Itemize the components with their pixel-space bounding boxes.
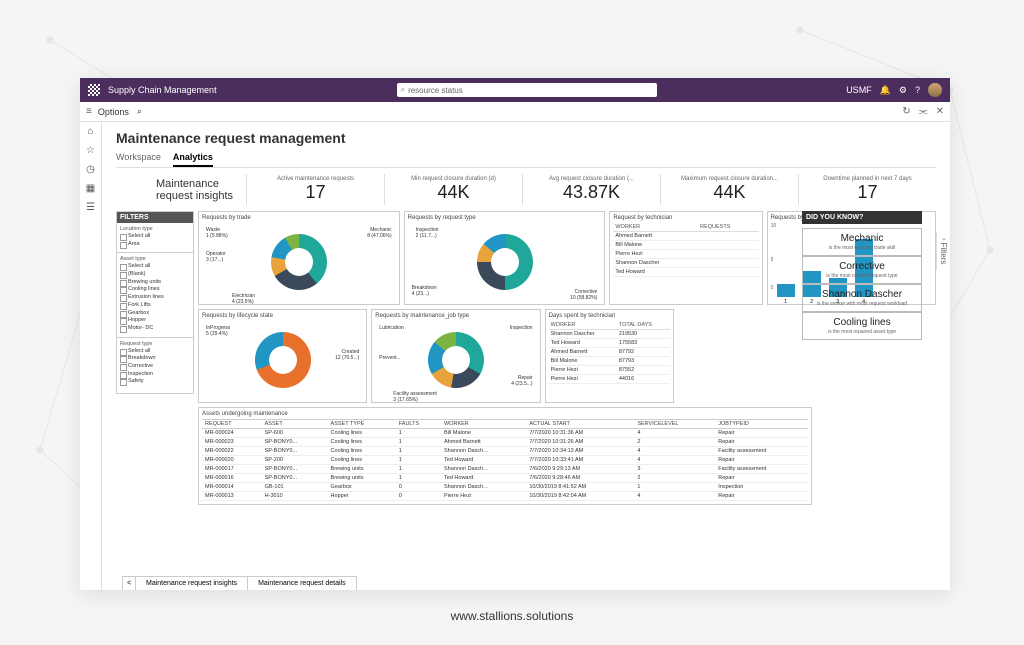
filter-checkbox[interactable]: Hopper <box>120 317 190 325</box>
table-row[interactable]: Shannon Dascher219530 <box>549 330 670 339</box>
panel-days-by-technician: Days spent by technician WORKERTOTAL DAY… <box>545 309 674 403</box>
filter-checkbox[interactable]: Breakdown <box>120 355 190 363</box>
table-row[interactable]: MR-000020SP-200Cooling lines1Ted Howard7… <box>202 456 808 465</box>
filter-checkbox[interactable]: Corrective <box>120 363 190 371</box>
table-row[interactable]: MR-000016SP-BONY0...Brewing units1Ted Ho… <box>202 474 808 483</box>
table-row[interactable]: Pierre Hezi44016 <box>549 375 670 384</box>
attach-icon[interactable]: ⫘ <box>919 106 928 117</box>
recent-icon[interactable]: ◷ <box>86 164 95 175</box>
table-row[interactable]: MR-000024SP-600Cooling lines1Bill Malone… <box>202 429 808 438</box>
module-icon[interactable]: ▦ <box>86 183 95 194</box>
table-row[interactable]: Ahmed Barnett87792 <box>549 348 670 357</box>
table-row[interactable]: MR-000013H-3010Hopper0Pierre Hezi10/30/2… <box>202 492 808 501</box>
topbar: Supply Chain Management ⌕ resource statu… <box>80 78 950 102</box>
filters-flyout-tab[interactable]: › Filters <box>936 232 950 270</box>
insights-title: Maintenance request insights <box>116 178 246 202</box>
table-row[interactable]: Pierre Hezi <box>613 250 758 259</box>
sheet-insights[interactable]: Maintenance request insights <box>135 576 248 590</box>
filter-checkbox[interactable]: Select all <box>120 263 190 271</box>
filter-checkbox[interactable]: Inspection <box>120 371 190 379</box>
filter-checkbox[interactable]: Extrusion lines <box>120 294 190 302</box>
sheet-prev[interactable]: < <box>122 576 136 590</box>
search-icon: ⌕ <box>401 85 405 95</box>
filter-checkbox[interactable]: Select all <box>120 348 190 356</box>
table-row[interactable]: MR-000022SP-BONY0...Cooling lines1Shanno… <box>202 447 808 456</box>
filter-checkbox[interactable]: Select all <box>120 233 190 241</box>
filters-column: FILTERS Location typeSelect allAreaAsset… <box>116 211 194 505</box>
table-row[interactable]: Ted Howard175583 <box>549 339 670 348</box>
footer-url: www.stallions.solutions <box>451 609 574 623</box>
table-row[interactable]: MR-000023SP-BONY0...Cooling lines1Ahmed … <box>202 438 808 447</box>
avatar[interactable] <box>928 83 942 97</box>
company-code[interactable]: USMF <box>846 85 872 95</box>
dyk-card: Correctiveis the most created request ty… <box>802 256 922 284</box>
table-row[interactable]: Pierre Hezi87552 <box>549 366 670 375</box>
dyk-card: Cooling linesis the most repaired asset … <box>802 312 922 340</box>
sheet-details[interactable]: Maintenance request details <box>247 576 357 590</box>
panel-requests-by-trade: Requests by trade Waste1 (5.88%) Operato… <box>198 211 400 305</box>
table-row[interactable]: Shannon Dascher <box>613 259 758 268</box>
refresh-icon[interactable]: ↻ <box>902 106 910 117</box>
table-row[interactable]: Ted Howard <box>613 268 758 277</box>
panel-assets-undergoing-maintenance: Assets undergoing maintenance REQUESTASS… <box>198 407 812 505</box>
help-icon[interactable]: ? <box>915 85 920 95</box>
page-title: Maintenance request management <box>116 130 936 146</box>
bell-icon[interactable]: 🔔 <box>880 85 891 96</box>
kpi-card: Active maintenance requests17 <box>246 174 384 205</box>
action-bar: ≡ Options ⌕ ↻ ⫘ ✕ <box>80 102 950 122</box>
did-you-know-column: DID YOU KNOW? Mechanicis the most requir… <box>802 211 922 340</box>
panel-requests-by-type: Requests by request type Inspection2 (11… <box>404 211 606 305</box>
list-icon[interactable]: ☰ <box>86 202 95 213</box>
search-input[interactable]: ⌕ resource status <box>397 83 657 97</box>
table-row[interactable]: MR-000014GB-101Gearbox0Shannon Dasch...1… <box>202 483 808 492</box>
home-icon[interactable]: ⌂ <box>87 126 93 137</box>
menu-icon[interactable]: ≡ <box>86 106 92 117</box>
panel-request-by-technician: Request by technician WORKERREQUESTSAhme… <box>609 211 762 305</box>
filter-checkbox[interactable]: Gearbox <box>120 310 190 318</box>
filter-checkbox[interactable]: Cooling lines <box>120 286 190 294</box>
filter-checkbox[interactable]: Area <box>120 241 190 249</box>
table-row[interactable]: Ahmed Barnett <box>613 232 758 241</box>
filter-checkbox[interactable]: Brewing units <box>120 279 190 287</box>
panel-requests-by-lifecycle: Requests by lifecycle state InProgress5 … <box>198 309 367 403</box>
search-icon[interactable]: ⌕ <box>137 106 142 117</box>
gear-icon[interactable]: ⚙ <box>899 85 907 96</box>
filters-panel: FILTERS Location typeSelect allAreaAsset… <box>116 211 194 394</box>
nav-rail: ⌂ ☆ ◷ ▦ ☰ <box>80 122 102 590</box>
app-window: Supply Chain Management ⌕ resource statu… <box>80 78 950 590</box>
close-icon[interactable]: ✕ <box>936 106 944 117</box>
app-launcher-icon[interactable] <box>88 84 100 96</box>
tab-workspace[interactable]: Workspace <box>116 152 161 167</box>
options-button[interactable]: Options <box>98 107 129 117</box>
tab-bar: Workspace Analytics <box>116 152 936 168</box>
bar[interactable]: 1 <box>777 284 795 297</box>
app-title: Supply Chain Management <box>108 85 217 95</box>
filter-checkbox[interactable]: Motor- DC <box>120 325 190 333</box>
tab-analytics[interactable]: Analytics <box>173 152 213 167</box>
dashboard: FILTERS Location typeSelect allAreaAsset… <box>116 211 936 505</box>
kpi-card: Min request closure duration (d)44K <box>384 174 522 205</box>
sheet-tabs: < Maintenance request insights Maintenan… <box>102 576 357 590</box>
table-row[interactable]: Bill Malone <box>613 241 758 250</box>
filter-checkbox[interactable]: (Blank) <box>120 271 190 279</box>
table-row[interactable]: MR-000017SP-BONY0...Brewing units1Shanno… <box>202 465 808 474</box>
content-area: Maintenance request management Workspace… <box>102 122 950 590</box>
dyk-card: Mechanicis the most required trade skill <box>802 228 922 256</box>
kpi-card: Avg request closure duration (...43.87K <box>522 174 660 205</box>
dyk-card: Shannon Dascheris the worker with most r… <box>802 284 922 312</box>
kpi-card: Maximum request closure duration...44K <box>660 174 798 205</box>
table-row[interactable]: Bill Malone87793 <box>549 357 670 366</box>
kpi-card: Downtime planned in next 7 days17 <box>798 174 936 205</box>
star-icon[interactable]: ☆ <box>86 145 95 156</box>
filter-checkbox[interactable]: Fork Lifts <box>120 302 190 310</box>
filter-checkbox[interactable]: Safety <box>120 378 190 386</box>
panel-requests-by-jobtype: Requests by maintenance_job type Lubrica… <box>371 309 540 403</box>
kpi-row: Maintenance request insights Active main… <box>116 174 936 205</box>
